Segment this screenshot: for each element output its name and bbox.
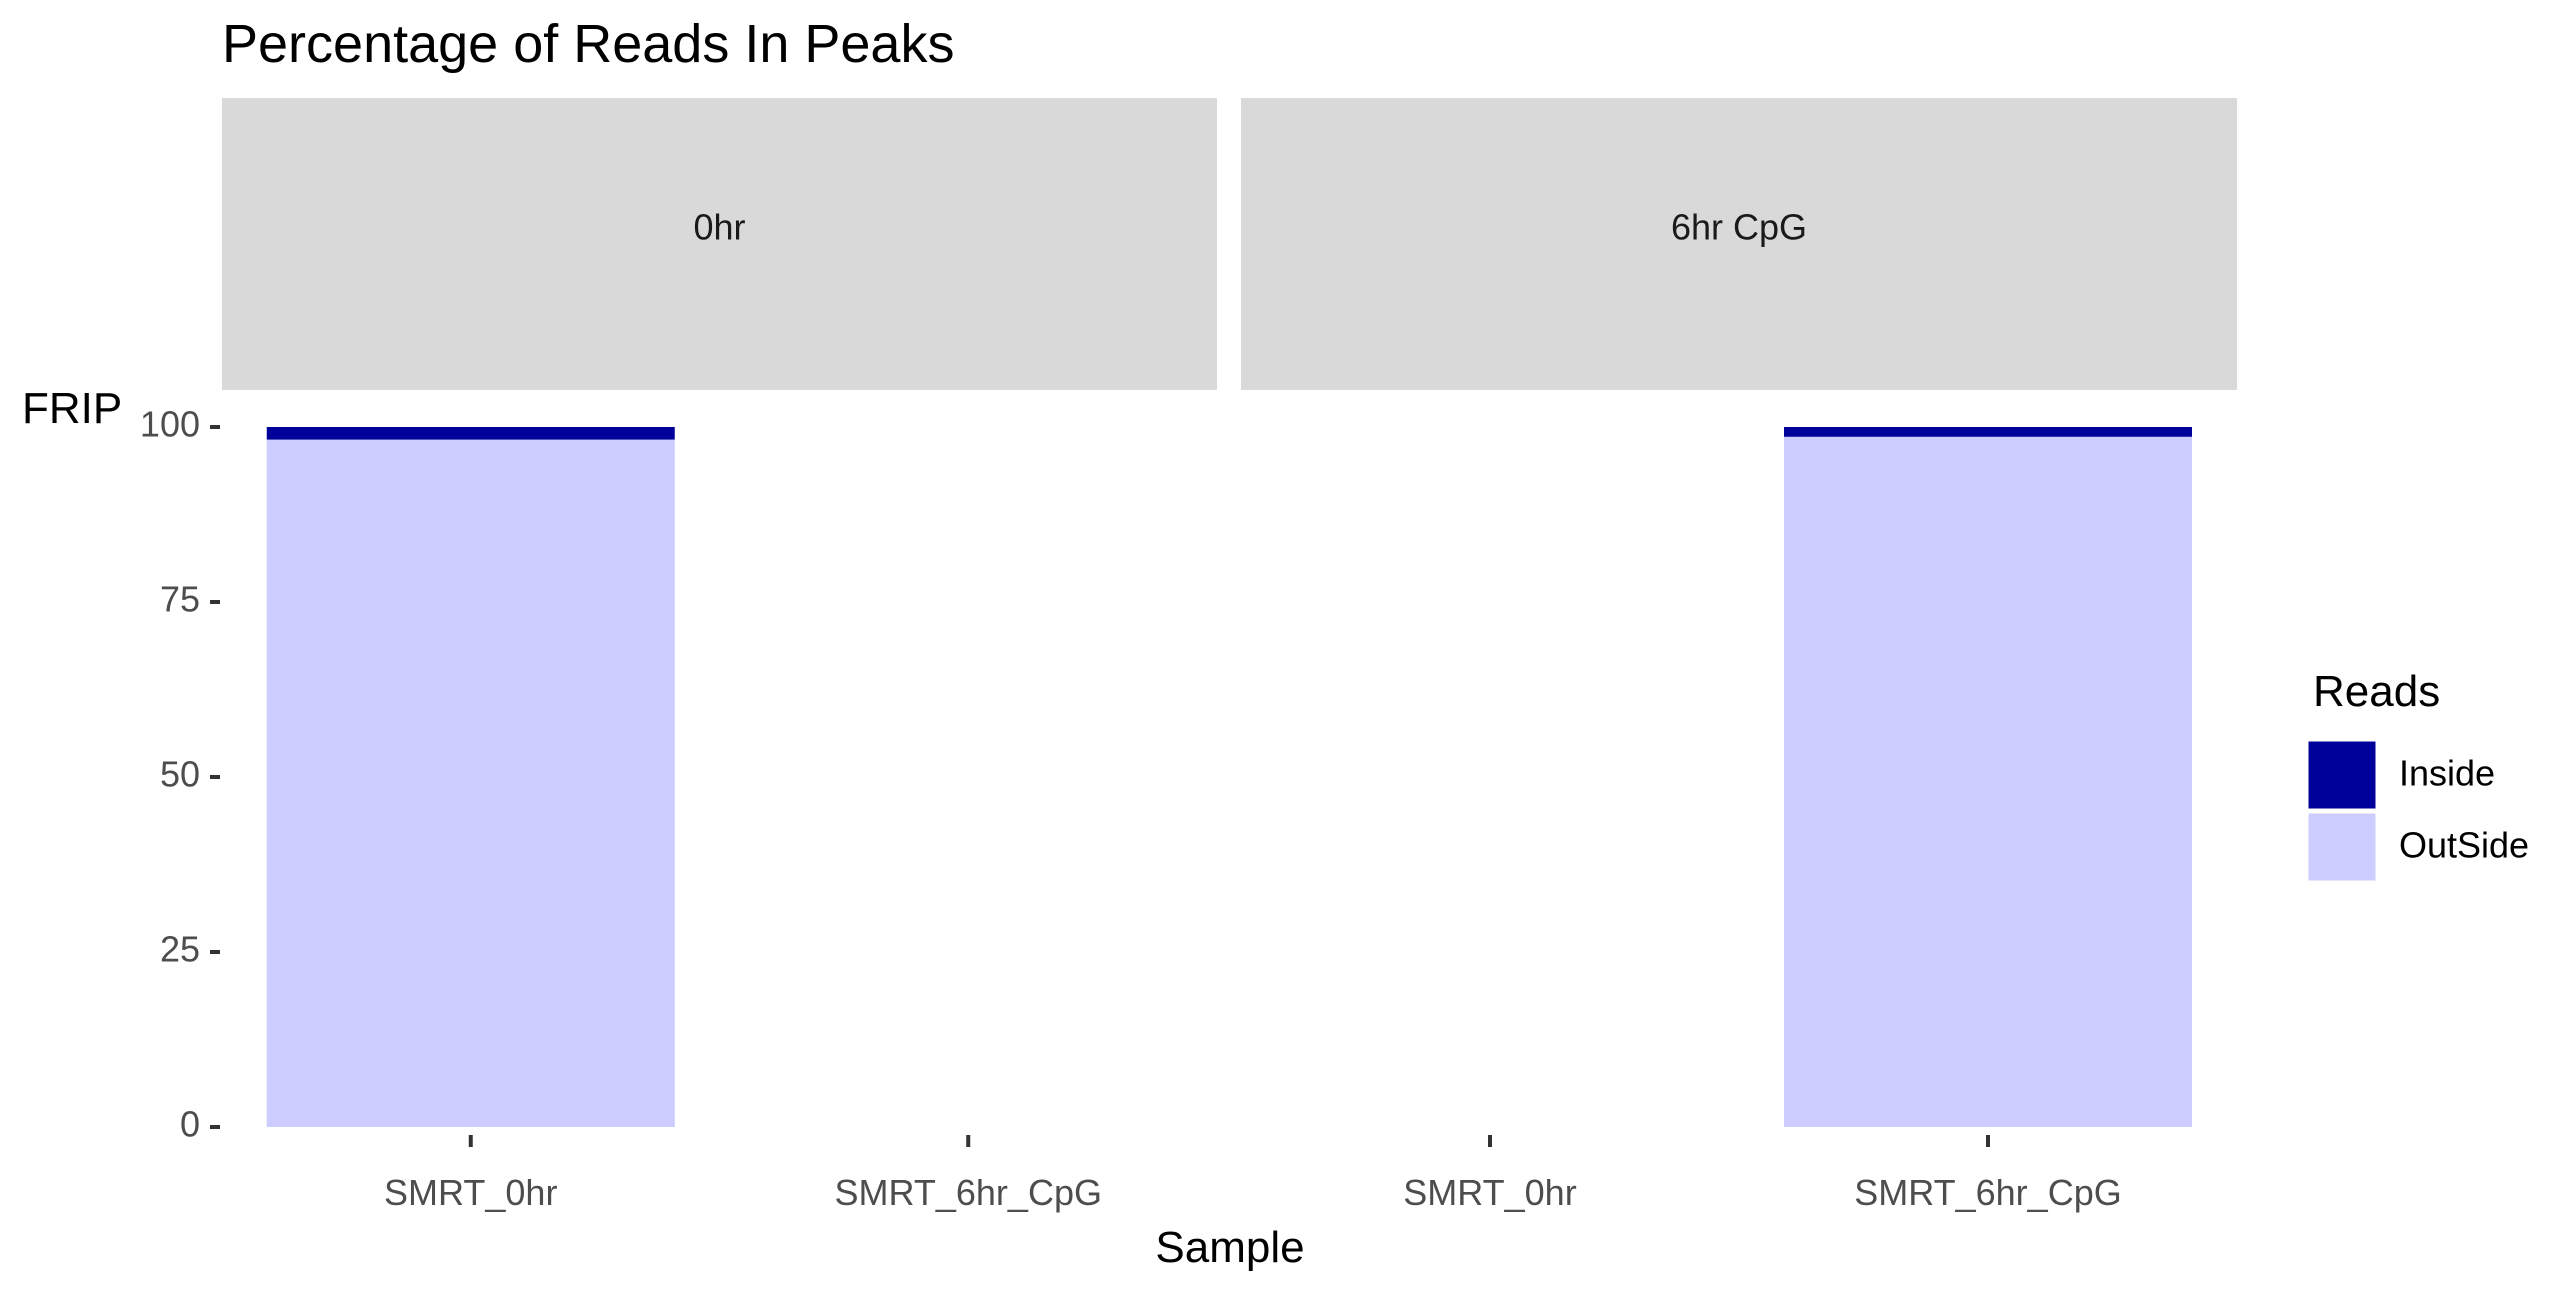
chart-title: Percentage of Reads In Peaks: [222, 14, 954, 74]
y-axis: 0 25 50 75 100: [140, 404, 220, 1145]
legend-label: Inside: [2399, 753, 2495, 794]
y-tick-label: 100: [140, 404, 200, 445]
bar-inside-smrt-0hr: [266, 427, 675, 440]
x-tick-label: SMRT_6hr_CpG: [835, 1172, 1102, 1213]
legend-label: OutSide: [2399, 825, 2529, 866]
facet-panel: 6hr CpG SMRT_0hr SMRT_6hr_CpG: [1241, 98, 2237, 1213]
y-tick-label: 50: [160, 754, 200, 795]
y-axis-title: FRIP: [22, 384, 122, 433]
facets: 0hr SMRT_0hr SMRT_6hr_CpG 6hr CpG SMRT_0hr SM…: [222, 98, 2237, 1213]
legend-title: Reads: [2313, 667, 2440, 716]
legend-key-outside: [2305, 810, 2379, 884]
y-tick-label: 75: [160, 579, 200, 620]
legend-key-inside: [2305, 738, 2379, 812]
facet-panel: 0hr SMRT_0hr SMRT_6hr_CpG: [222, 98, 1217, 1213]
bar-inside-smrt-6hr-cpg: [1784, 427, 2192, 437]
x-tick-label: SMRT_0hr: [1403, 1172, 1576, 1213]
y-tick-label: 25: [160, 929, 200, 970]
bar-outside-smrt-0hr: [266, 439, 675, 1128]
facet-strip-label: 6hr CpG: [1671, 207, 1807, 248]
facet-strip: [222, 98, 1217, 390]
y-tick-label: 0: [180, 1104, 200, 1145]
legend: Reads Inside OutSide: [2305, 667, 2529, 884]
facet-strip-label: 0hr: [693, 207, 745, 248]
bar-outside-smrt-6hr-cpg: [1784, 436, 2192, 1127]
x-axis-title: Sample: [1155, 1223, 1304, 1272]
x-tick-label: SMRT_6hr_CpG: [1854, 1172, 2121, 1213]
facet-strip: [1241, 98, 2237, 390]
x-tick-label: SMRT_0hr: [384, 1172, 557, 1213]
